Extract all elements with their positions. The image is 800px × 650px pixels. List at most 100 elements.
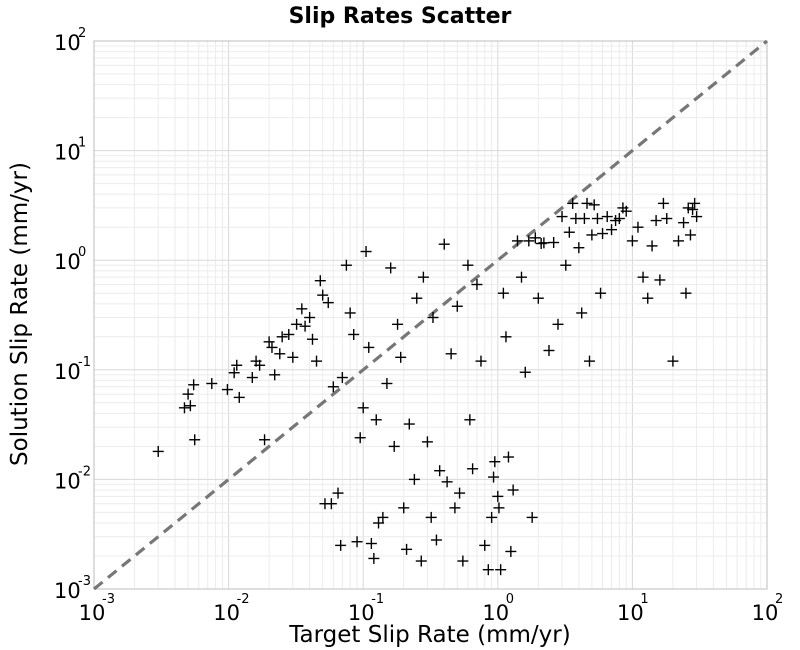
- data-point: [532, 292, 544, 304]
- data-point: [317, 289, 329, 301]
- y-tick-base: 10: [54, 469, 81, 493]
- data-point: [246, 372, 258, 384]
- data-point: [434, 465, 446, 477]
- data-point: [363, 341, 375, 353]
- y-tick-exponent: -1: [78, 355, 91, 370]
- plot-frame: [93, 40, 768, 590]
- data-point: [684, 229, 696, 241]
- data-point: [573, 242, 585, 254]
- data-point: [523, 235, 535, 247]
- data-point: [486, 511, 498, 523]
- y-tick-base: 10: [54, 31, 81, 55]
- data-point: [403, 418, 415, 430]
- chart-title: Slip Rates Scatter: [289, 4, 512, 29]
- data-point: [417, 271, 429, 283]
- y-tick-exponent: 2: [78, 26, 86, 41]
- y-tick-label: 102: [54, 26, 86, 55]
- y-tick-label: 10-1: [54, 355, 91, 384]
- y-tick-exponent: 0: [78, 245, 86, 260]
- data-point: [667, 355, 679, 367]
- x-tick-label: 10-2: [213, 592, 249, 625]
- data-point: [511, 235, 523, 247]
- data-point: [646, 240, 658, 252]
- data-point: [351, 536, 363, 548]
- data-point: [421, 436, 433, 448]
- data-point: [661, 213, 673, 225]
- x-tick-label: 102: [752, 592, 784, 625]
- x-tick-base: 10: [482, 601, 509, 625]
- data-point: [332, 487, 344, 499]
- data-point: [495, 564, 507, 576]
- data-point: [299, 320, 311, 332]
- data-point: [464, 414, 476, 426]
- data-point: [385, 262, 397, 274]
- data-point: [637, 271, 649, 283]
- x-tick-exponent: -2: [237, 592, 250, 607]
- x-tick-base: 10: [617, 601, 644, 625]
- data-point: [626, 235, 638, 247]
- data-point: [492, 490, 504, 502]
- data-point: [325, 498, 337, 510]
- data-point: [581, 197, 593, 209]
- data-point: [388, 440, 400, 452]
- data-point: [441, 476, 453, 488]
- data-point: [529, 232, 541, 244]
- data-point: [526, 511, 538, 523]
- data-point: [254, 359, 266, 371]
- data-point: [449, 502, 461, 514]
- data-point: [188, 379, 200, 391]
- data-point: [306, 333, 318, 345]
- data-point: [451, 300, 463, 312]
- data-point: [475, 355, 487, 367]
- data-point: [489, 456, 501, 468]
- data-point: [322, 297, 334, 309]
- data-point: [538, 237, 550, 249]
- data-point: [597, 228, 609, 240]
- data-point: [620, 205, 632, 217]
- data-point: [497, 287, 509, 299]
- x-tick-exponent: -1: [371, 592, 384, 607]
- y-tick-base: 10: [54, 579, 81, 603]
- data-point: [296, 303, 308, 315]
- data-point: [304, 312, 316, 324]
- data-point: [519, 366, 531, 378]
- data-point: [586, 229, 598, 241]
- data-point: [427, 312, 439, 324]
- x-tick-exponent: 1: [640, 592, 648, 607]
- data-point: [678, 217, 690, 229]
- data-point: [505, 545, 517, 557]
- data-point: [152, 445, 164, 457]
- x-tick-label: 10-3: [79, 592, 115, 625]
- data-point: [365, 538, 377, 550]
- data-point: [560, 259, 572, 271]
- data-point: [471, 279, 483, 291]
- scatter-points: [152, 197, 703, 576]
- data-point: [370, 414, 382, 426]
- data-point: [311, 355, 323, 367]
- x-tick-exponent: 2: [775, 592, 783, 607]
- data-point: [228, 367, 240, 379]
- data-point: [401, 543, 413, 555]
- data-point: [680, 287, 692, 299]
- data-point: [344, 307, 356, 319]
- data-point: [488, 471, 500, 483]
- data-point: [657, 197, 669, 209]
- x-tick-exponent: -3: [102, 592, 115, 607]
- data-point: [335, 539, 347, 551]
- data-point: [291, 318, 303, 330]
- data-point: [567, 197, 579, 209]
- data-point: [392, 318, 404, 330]
- data-point: [687, 204, 699, 216]
- data-point: [576, 307, 588, 319]
- data-point: [377, 511, 389, 523]
- data-point: [398, 502, 410, 514]
- data-point: [357, 402, 369, 414]
- data-point: [578, 213, 590, 225]
- x-tick-exponent: 0: [506, 592, 514, 607]
- y-tick-exponent: -3: [78, 574, 91, 589]
- data-point: [340, 259, 352, 271]
- data-point: [493, 502, 505, 514]
